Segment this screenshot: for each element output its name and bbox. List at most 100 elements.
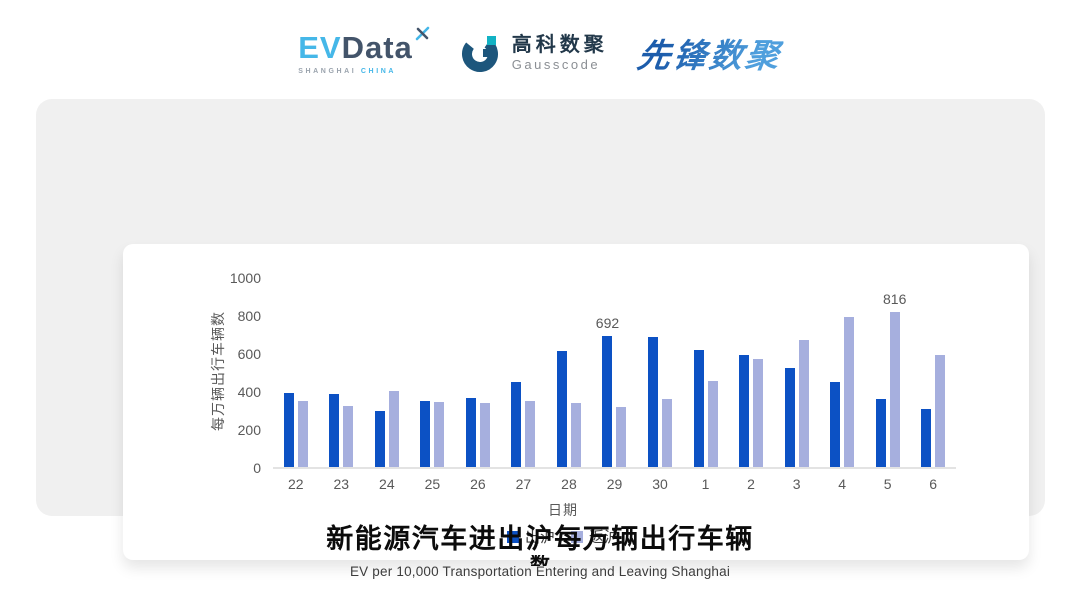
- bar-返沪-24: [388, 391, 399, 467]
- bar-wrap: [556, 351, 567, 467]
- bar-group: [683, 279, 729, 467]
- evdata-x-icon: [415, 26, 430, 40]
- legend-item-出沪: 出沪: [506, 526, 555, 547]
- legend-swatch: [506, 530, 519, 543]
- chart-card: 每万辆出行车辆数 0 200 400 600 800 1000 692 816 22 23 24…: [123, 244, 1029, 560]
- bar-wrap: [465, 397, 476, 467]
- pioneer-logo-text: 先锋数聚: [634, 29, 785, 77]
- bar-返沪-22: [297, 401, 308, 467]
- bar-wrap: [343, 406, 354, 467]
- legend-label: 返沪: [589, 529, 620, 546]
- bar-出沪-30: [648, 336, 659, 467]
- chart-title: 新能源汽车进出沪每万辆出行车辆: [326, 524, 754, 554]
- bar-wrap: [434, 402, 445, 467]
- chart-title-overflow: 数: [530, 555, 550, 567]
- bar-wrap: [753, 358, 764, 467]
- bar-返沪-29: [616, 407, 627, 467]
- legend: 出沪 返沪: [123, 526, 1003, 547]
- x-tick-label: 2: [747, 476, 755, 492]
- x-tick-labels: 22 23 24 25 26 27 28 29 30 1 2 3 4 5 6: [273, 476, 956, 492]
- bar-wrap: [511, 381, 522, 467]
- bar-wrap: [784, 368, 795, 467]
- x-tick-label: 4: [838, 476, 847, 492]
- bar-wrap: [707, 380, 718, 467]
- bar-wrap: [297, 401, 308, 467]
- y-tick-label: 800: [237, 308, 261, 324]
- x-tick-label: 22: [287, 476, 304, 492]
- bar-wrap: [844, 316, 855, 467]
- bar-出沪-23: [329, 393, 340, 467]
- y-tick-label: 200: [237, 422, 261, 438]
- bar-wrap: [830, 382, 841, 467]
- x-tick-label: 25: [424, 476, 441, 492]
- gausscode-logo: 高科数聚 Gausscode: [461, 32, 608, 74]
- bar-group: [501, 279, 547, 467]
- bar-wrap: [329, 393, 340, 467]
- gausscode-en-text: Gausscode: [511, 57, 601, 72]
- x-tick-label: 1: [701, 476, 710, 492]
- bar-出沪-1: [693, 350, 704, 467]
- evdata-ev-text: EV: [298, 29, 342, 65]
- bar-出沪-28: [556, 351, 567, 467]
- bar-出沪-6: [921, 409, 932, 467]
- bar-group: [410, 279, 456, 467]
- x-tick-label: 28: [561, 476, 577, 492]
- x-tick-label: 29: [606, 476, 623, 492]
- bar-wrap: [875, 398, 886, 467]
- evdata-data-text: Data: [341, 29, 413, 65]
- chart-subtitle: EV per 10,000 Transportation Entering an…: [349, 564, 731, 580]
- bar-group: [273, 279, 319, 467]
- bar-group: 816: [865, 279, 911, 467]
- gausscode-cn-text: 高科数聚: [511, 34, 608, 56]
- bar-group: [455, 279, 501, 467]
- evdata-china-text: CHINA: [360, 67, 397, 75]
- bar-返沪-25: [434, 402, 445, 467]
- bar-返沪-2: [753, 358, 764, 467]
- x-tick-label: 27: [515, 476, 532, 492]
- x-tick-label: 23: [333, 476, 350, 492]
- bar-返沪-26: [479, 403, 490, 467]
- bar-返沪-5: [889, 311, 900, 467]
- evdata-shanghai-text: SHANGHAI: [298, 67, 357, 75]
- legend-item-返沪: 返沪: [571, 526, 619, 547]
- y-tick-label: 400: [237, 384, 261, 400]
- bar-wrap: [420, 400, 431, 467]
- bar-wrap: [388, 391, 399, 467]
- bar-出沪-22: [283, 392, 294, 467]
- bar-返沪-3: [798, 339, 809, 467]
- x-tick-label: 3: [792, 476, 801, 492]
- x-tick-label: 26: [470, 476, 486, 492]
- gausscode-mark-icon: [461, 36, 498, 72]
- evdata-logo: EV Data SHANGHAI CHINA: [298, 26, 431, 75]
- bar-出沪-2: [739, 354, 750, 467]
- plot-area: 692 816: [273, 279, 956, 469]
- bar-出沪-24: [374, 410, 385, 467]
- legend-swatch: [571, 530, 583, 543]
- bar-wrap: [693, 350, 704, 467]
- bar-group: [819, 279, 865, 467]
- x-tick-label: 5: [883, 476, 892, 492]
- chart-panel: 每万辆出行车辆数 0 200 400 600 800 1000 692 816 22 23 24…: [36, 99, 1045, 560]
- bar-group: [319, 279, 365, 467]
- bar-wrap: [525, 401, 536, 467]
- logo-header: EV Data SHANGHAI CHINA 高科数聚 Gausscode 先锋数…: [0, 18, 1080, 88]
- bar-返沪-4: [844, 316, 855, 467]
- bar-出沪-29: [602, 335, 613, 467]
- y-tick-label: 1000: [229, 270, 261, 286]
- bar-出沪-26: [465, 397, 476, 467]
- bar-wrap: [616, 407, 627, 467]
- x-tick-label: 6: [929, 476, 938, 492]
- bar-返沪-27: [525, 401, 536, 467]
- bar-出沪-27: [511, 381, 522, 467]
- bar-value-label: 692: [595, 314, 620, 331]
- bar-wrap: [921, 409, 932, 467]
- bar-出沪-25: [420, 400, 431, 467]
- bar-group: [728, 279, 774, 467]
- x-tick-label: 30: [652, 476, 668, 492]
- x-axis-title: 日期: [548, 502, 578, 518]
- bar-wrap: [283, 392, 294, 467]
- bar-group: [546, 279, 592, 467]
- bar-wrap: 816: [883, 291, 906, 467]
- bar-出沪-5: [875, 398, 886, 467]
- bar-出沪-4: [830, 382, 841, 467]
